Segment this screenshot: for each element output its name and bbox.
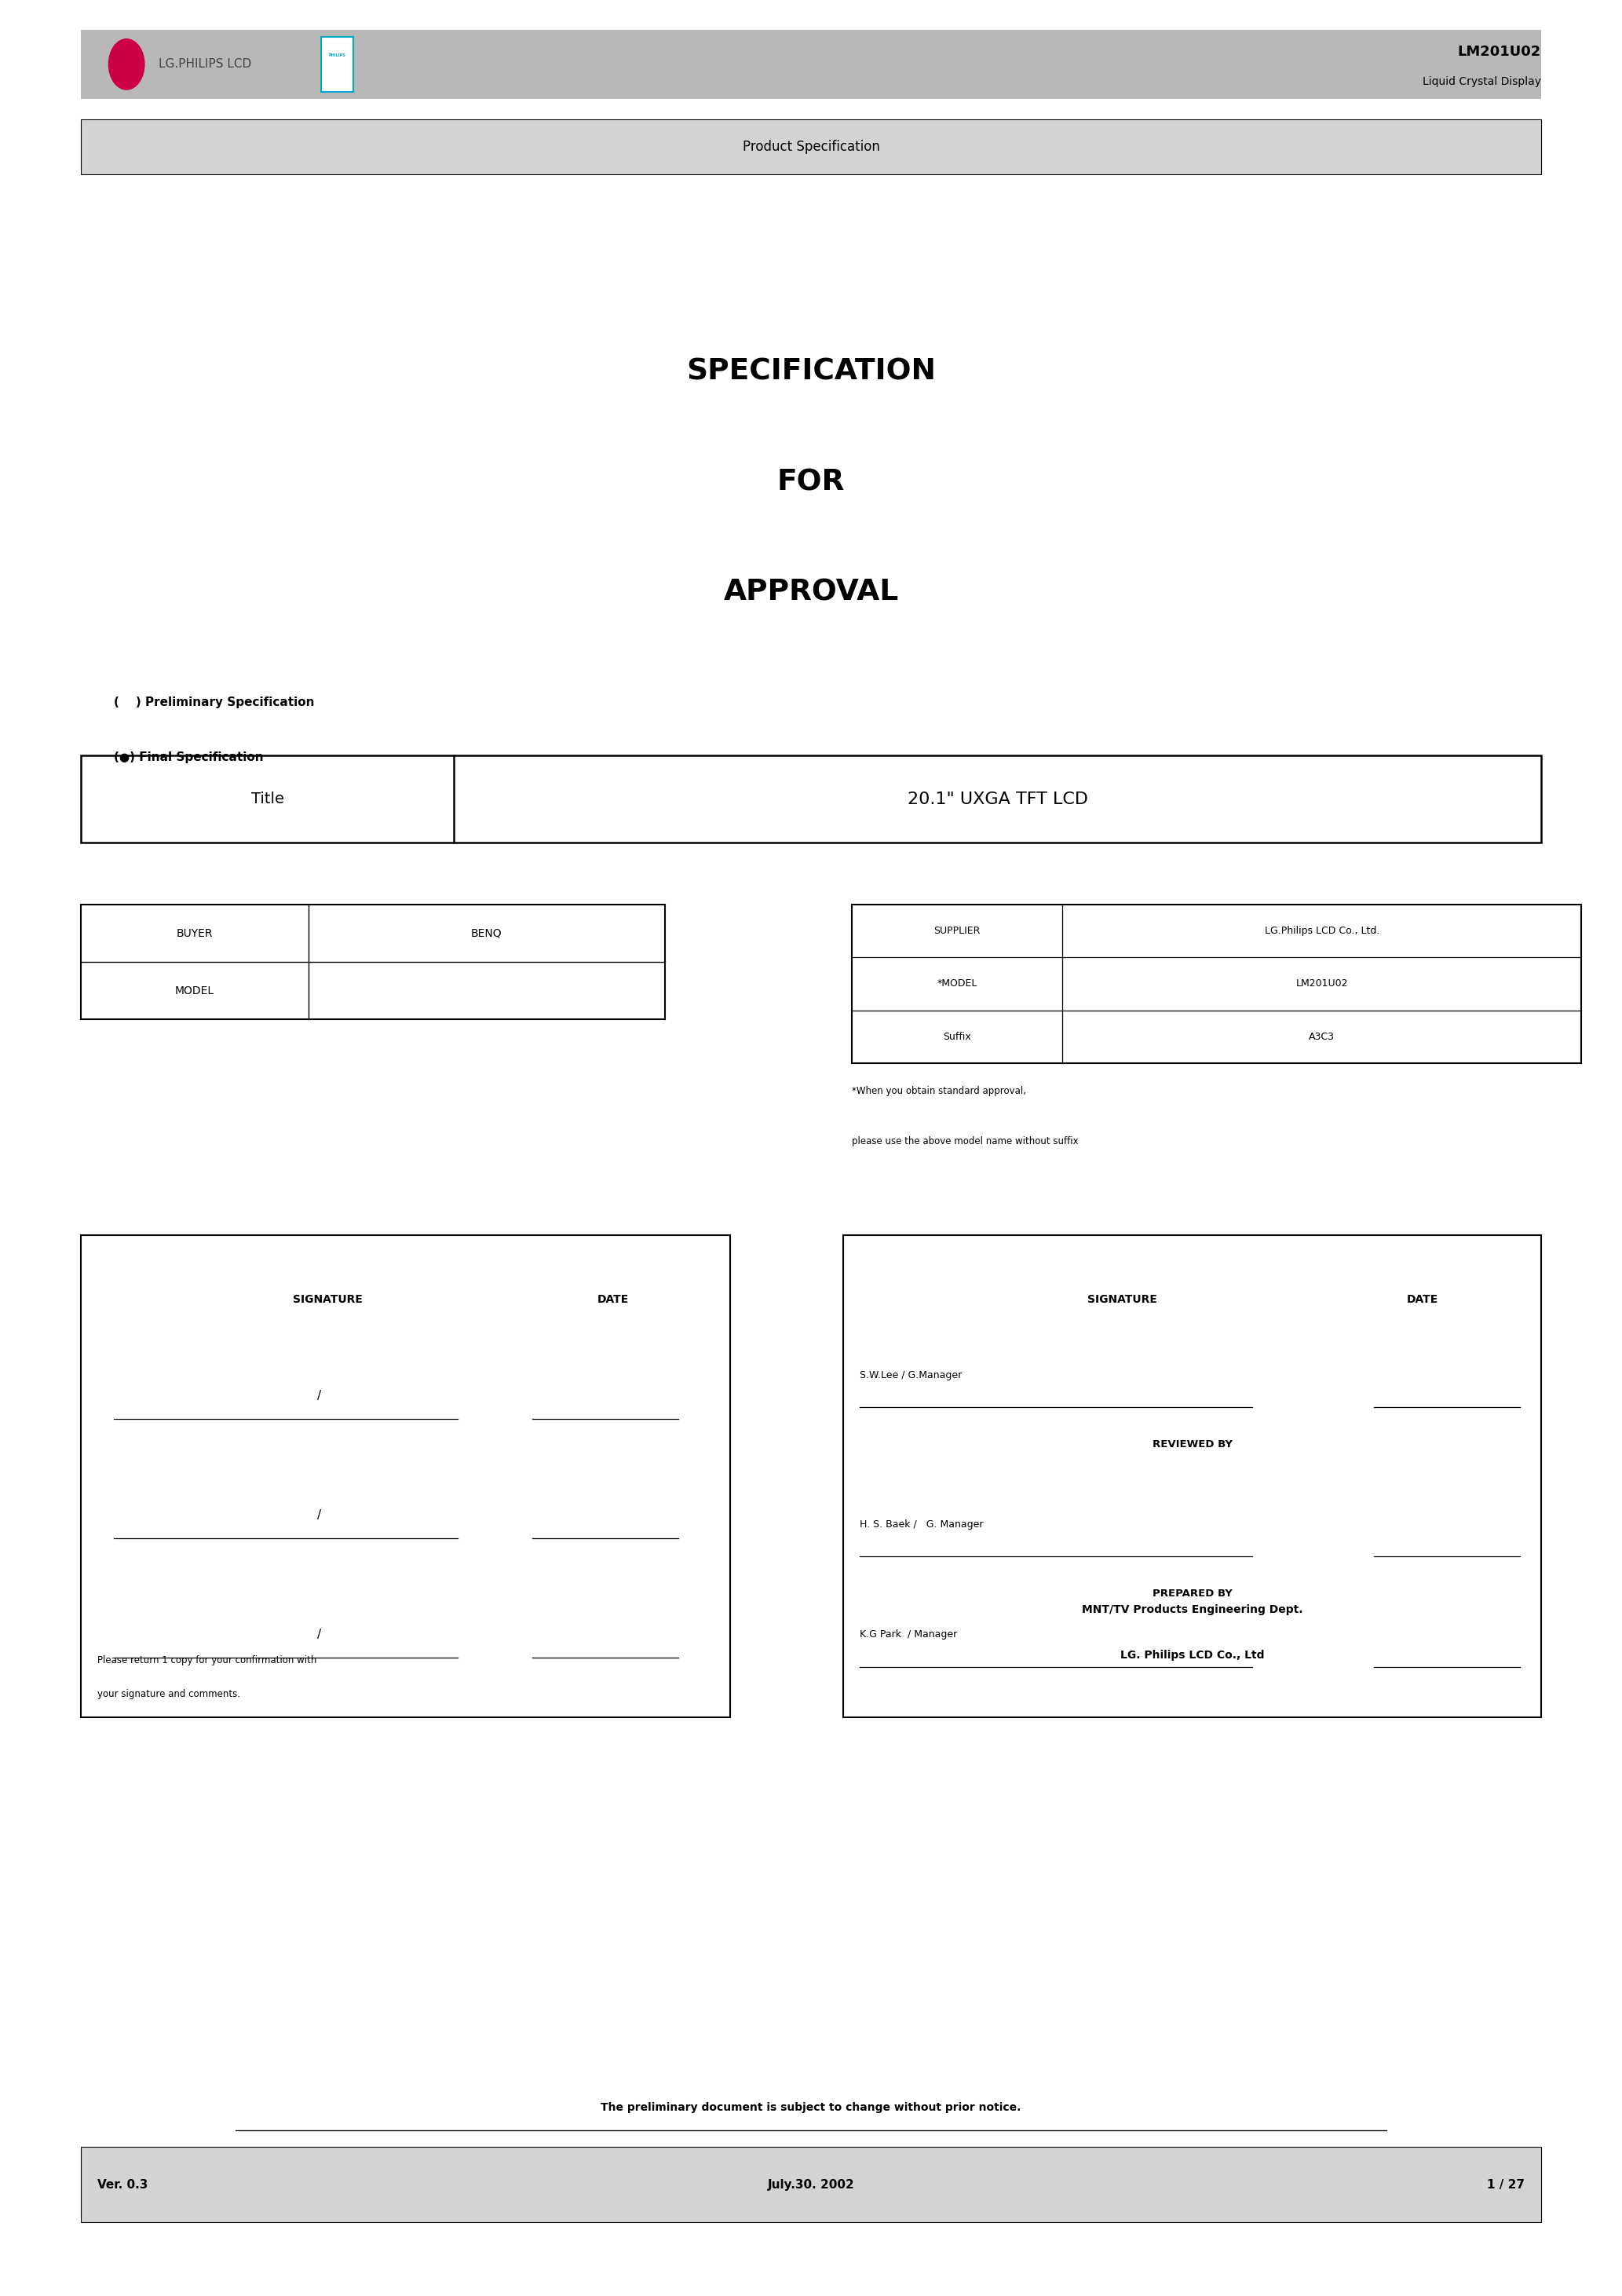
- Text: S.W.Lee / G.Manager: S.W.Lee / G.Manager: [860, 1371, 962, 1380]
- Text: PREPARED BY: PREPARED BY: [1152, 1589, 1233, 1598]
- Text: LG: LG: [122, 60, 131, 69]
- Text: please use the above model name without suffix: please use the above model name without …: [852, 1137, 1079, 1146]
- Text: SIGNATURE: SIGNATURE: [292, 1295, 363, 1304]
- Text: BENQ: BENQ: [470, 928, 503, 939]
- Text: /: /: [318, 1628, 321, 1642]
- Text: SPECIFICATION: SPECIFICATION: [686, 358, 936, 386]
- Text: Liquid Crystal Display: Liquid Crystal Display: [1422, 76, 1541, 87]
- Text: /: /: [318, 1508, 321, 1522]
- Text: MODEL: MODEL: [175, 985, 214, 996]
- Text: 1 / 27: 1 / 27: [1487, 2179, 1525, 2190]
- Text: A3C3: A3C3: [1309, 1031, 1335, 1042]
- Bar: [81, 1235, 730, 1717]
- Text: *When you obtain standard approval,: *When you obtain standard approval,: [852, 1086, 1025, 1095]
- Text: /: /: [318, 1389, 321, 1403]
- Text: APPROVAL: APPROVAL: [723, 579, 899, 606]
- Text: 20.1" UXGA TFT LCD: 20.1" UXGA TFT LCD: [907, 792, 1088, 806]
- Text: LM201U02: LM201U02: [1458, 46, 1541, 60]
- Text: (    ) Preliminary Specification: ( ) Preliminary Specification: [114, 696, 315, 709]
- Text: SIGNATURE: SIGNATURE: [1087, 1295, 1158, 1304]
- Bar: [81, 905, 665, 1019]
- Text: PHILIPS: PHILIPS: [329, 53, 345, 57]
- Text: SUPPLIER: SUPPLIER: [934, 925, 980, 937]
- Text: H. S. Baek /   G. Manager: H. S. Baek / G. Manager: [860, 1520, 983, 1529]
- Text: LM201U02: LM201U02: [1296, 978, 1348, 990]
- Text: July.30. 2002: July.30. 2002: [767, 2179, 855, 2190]
- Bar: [321, 37, 354, 92]
- Text: LG.Philips LCD Co., Ltd.: LG.Philips LCD Co., Ltd.: [1265, 925, 1379, 937]
- Bar: [81, 2147, 1541, 2223]
- Bar: [843, 1235, 1541, 1717]
- Text: LG.PHILIPS LCD: LG.PHILIPS LCD: [159, 57, 251, 71]
- Text: Suffix: Suffix: [942, 1031, 972, 1042]
- Text: DATE: DATE: [597, 1295, 629, 1304]
- Text: FOR: FOR: [777, 468, 845, 496]
- Text: The preliminary document is subject to change without prior notice.: The preliminary document is subject to c…: [600, 2103, 1022, 2112]
- Text: your signature and comments.: your signature and comments.: [97, 1690, 240, 1699]
- Bar: [81, 755, 1541, 843]
- Text: REVIEWED BY: REVIEWED BY: [1152, 1440, 1233, 1449]
- Bar: [81, 30, 1541, 99]
- Text: LG. Philips LCD Co., Ltd: LG. Philips LCD Co., Ltd: [1121, 1651, 1264, 1660]
- Text: K.G Park  / Manager: K.G Park / Manager: [860, 1630, 957, 1639]
- Bar: [81, 119, 1541, 174]
- Circle shape: [109, 39, 144, 90]
- Text: BUYER: BUYER: [177, 928, 212, 939]
- Text: (●) Final Specification: (●) Final Specification: [114, 751, 263, 765]
- Text: Please return 1 copy for your confirmation with: Please return 1 copy for your confirmati…: [97, 1655, 316, 1665]
- Text: Title: Title: [251, 792, 284, 806]
- Text: DATE: DATE: [1406, 1295, 1439, 1304]
- Text: *MODEL: *MODEL: [938, 978, 976, 990]
- Text: Product Specification: Product Specification: [743, 140, 879, 154]
- Text: MNT/TV Products Engineering Dept.: MNT/TV Products Engineering Dept.: [1082, 1605, 1302, 1614]
- Bar: [852, 905, 1581, 1063]
- Text: Ver. 0.3: Ver. 0.3: [97, 2179, 148, 2190]
